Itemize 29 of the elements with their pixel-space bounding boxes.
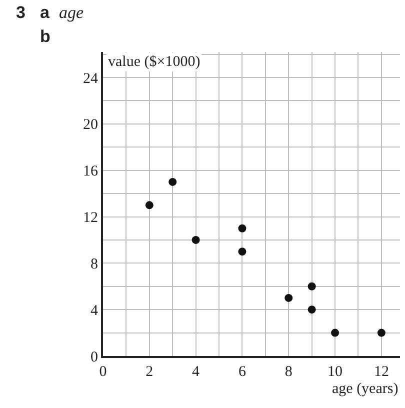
point (238, 224, 246, 232)
point (192, 236, 200, 244)
x-tick-label: 6 (238, 364, 246, 380)
point (284, 294, 293, 302)
y-tick-label: 12 (83, 210, 98, 226)
point (308, 306, 316, 314)
point (168, 178, 177, 186)
y-tick-label: 20 (83, 117, 98, 134)
y-tick-label: 8 (90, 256, 98, 272)
text: 3 (16, 3, 26, 22)
point (377, 328, 386, 337)
text: a (40, 3, 50, 22)
x-axis-title: age (years) (332, 381, 398, 397)
x-tick-label: 2 (146, 364, 154, 380)
y-tick-label: 16 (83, 164, 98, 180)
x-tick-label: 8 (284, 364, 292, 380)
y-tick-label: 24 (83, 70, 98, 87)
text: age (59, 3, 84, 22)
text: b (40, 27, 50, 46)
y-axis-title: value ($×1000) (108, 54, 200, 70)
point (331, 328, 340, 337)
x-tick-label: 4 (192, 364, 200, 380)
x-tick-label: 10 (328, 364, 343, 380)
y-tick-label: 0 (90, 349, 98, 366)
point (308, 282, 316, 290)
point (238, 248, 246, 256)
x-tick-label: 12 (374, 364, 389, 380)
y-tick-label: 4 (90, 302, 98, 319)
point (145, 201, 154, 210)
